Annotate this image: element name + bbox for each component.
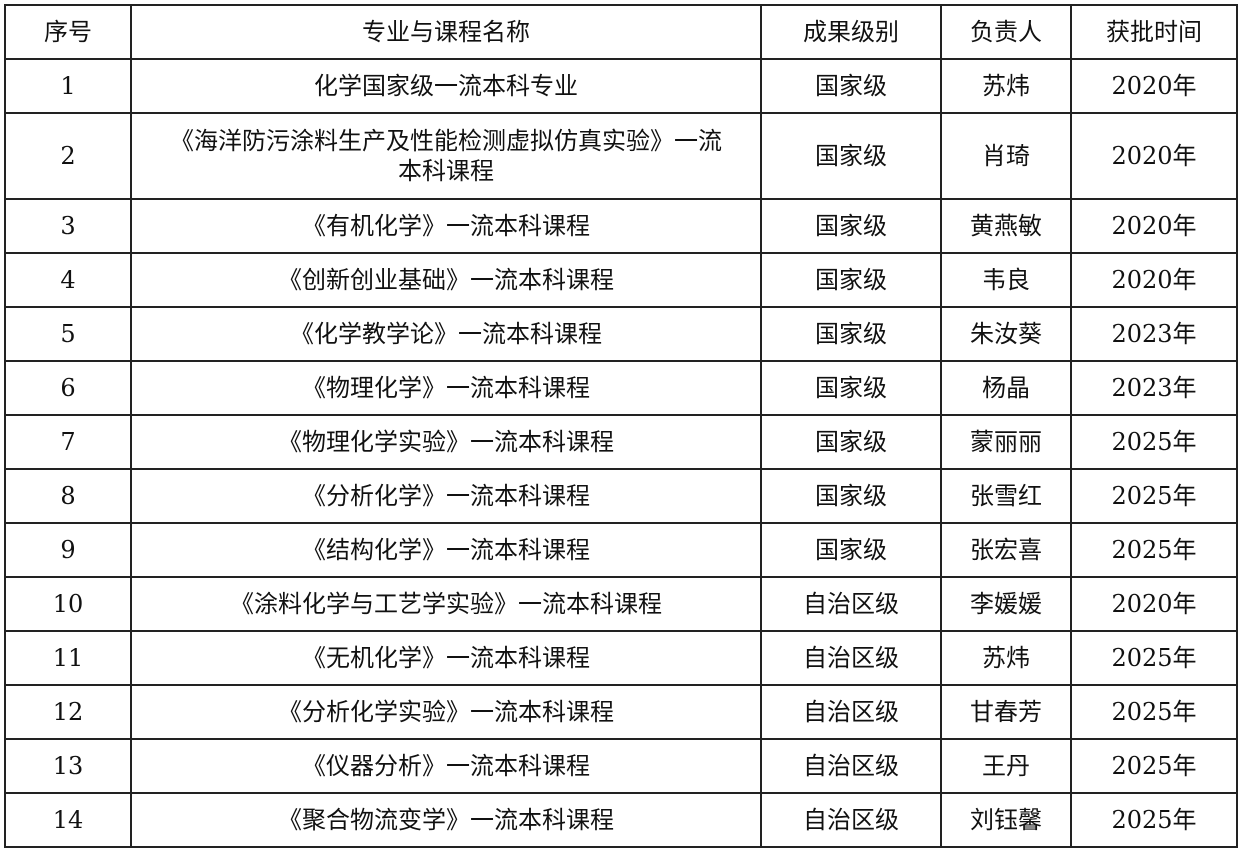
cell-name: 《化学教学论》一流本科课程 xyxy=(130,306,762,362)
cell-no: 3 xyxy=(4,198,132,254)
cell-level: 国家级 xyxy=(760,198,942,254)
cell-no: 6 xyxy=(4,360,132,416)
table-row: 11 《无机化学》一流本科课程 自治区级 苏炜 2025年 xyxy=(4,630,1238,686)
cell-name: 《涂料化学与工艺学实验》一流本科课程 xyxy=(130,576,762,632)
header-leader: 负责人 xyxy=(940,4,1072,60)
cell-level: 国家级 xyxy=(760,58,942,114)
cell-no: 9 xyxy=(4,522,132,578)
cell-year: 2025年 xyxy=(1070,414,1238,470)
cell-name: 《物理化学实验》一流本科课程 xyxy=(130,414,762,470)
cell-leader: 蒙丽丽 xyxy=(940,414,1072,470)
table-row: 10 《涂料化学与工艺学实验》一流本科课程 自治区级 李媛媛 2020年 xyxy=(4,576,1238,632)
cell-leader: 杨晶 xyxy=(940,360,1072,416)
cell-name: 《仪器分析》一流本科课程 xyxy=(130,738,762,794)
cell-year: 2023年 xyxy=(1070,306,1238,362)
cell-year: 2023年 xyxy=(1070,360,1238,416)
cell-year: 2025年 xyxy=(1070,738,1238,794)
header-level: 成果级别 xyxy=(760,4,942,60)
cell-level: 国家级 xyxy=(760,112,942,200)
cell-no: 5 xyxy=(4,306,132,362)
cell-level: 国家级 xyxy=(760,252,942,308)
cell-leader: 张雪红 xyxy=(940,468,1072,524)
cell-name: 《分析化学实验》一流本科课程 xyxy=(130,684,762,740)
table-row: 5 《化学教学论》一流本科课程 国家级 朱汝葵 2023年 xyxy=(4,306,1238,362)
cell-no: 2 xyxy=(4,112,132,200)
cell-leader: 朱汝葵 xyxy=(940,306,1072,362)
header-year: 获批时间 xyxy=(1070,4,1238,60)
cell-year: 2025年 xyxy=(1070,468,1238,524)
table-row: 8 《分析化学》一流本科课程 国家级 张雪红 2025年 xyxy=(4,468,1238,524)
cell-name: 《海洋防污涂料生产及性能检测虚拟仿真实验》一流本科课程 xyxy=(130,112,762,200)
cell-year: 2025年 xyxy=(1070,792,1238,848)
cell-year: 2025年 xyxy=(1070,630,1238,686)
cell-leader: 韦良 xyxy=(940,252,1072,308)
cell-no: 13 xyxy=(4,738,132,794)
cell-level: 国家级 xyxy=(760,468,942,524)
cell-no: 7 xyxy=(4,414,132,470)
cell-name: 《创新创业基础》一流本科课程 xyxy=(130,252,762,308)
header-no: 序号 xyxy=(4,4,132,60)
cell-name: 《无机化学》一流本科课程 xyxy=(130,630,762,686)
cell-level: 自治区级 xyxy=(760,684,942,740)
cell-no: 8 xyxy=(4,468,132,524)
table-row: 9 《结构化学》一流本科课程 国家级 张宏喜 2025年 xyxy=(4,522,1238,578)
cell-year: 2025年 xyxy=(1070,684,1238,740)
cell-name: 化学国家级一流本科专业 xyxy=(130,58,762,114)
cell-level: 自治区级 xyxy=(760,792,942,848)
cell-leader: 张宏喜 xyxy=(940,522,1072,578)
cell-leader: 李媛媛 xyxy=(940,576,1072,632)
cell-no: 1 xyxy=(4,58,132,114)
cell-name: 《聚合物流变学》一流本科课程 xyxy=(130,792,762,848)
cell-name: 《分析化学》一流本科课程 xyxy=(130,468,762,524)
table-row: 6 《物理化学》一流本科课程 国家级 杨晶 2023年 xyxy=(4,360,1238,416)
header-row: 序号 专业与课程名称 成果级别 负责人 获批时间 xyxy=(4,4,1238,60)
cell-leader: 黄燕敏 xyxy=(940,198,1072,254)
cell-leader: 苏炜 xyxy=(940,630,1072,686)
cell-year: 2020年 xyxy=(1070,198,1238,254)
table-row: 2 《海洋防污涂料生产及性能检测虚拟仿真实验》一流本科课程 国家级 肖琦 2020年 xyxy=(4,112,1238,200)
cell-year: 2020年 xyxy=(1070,252,1238,308)
cell-level: 国家级 xyxy=(760,360,942,416)
table-row: 12 《分析化学实验》一流本科课程 自治区级 甘春芳 2025年 xyxy=(4,684,1238,740)
cell-name: 《结构化学》一流本科课程 xyxy=(130,522,762,578)
table-row: 14 《聚合物流变学》一流本科课程 自治区级 刘钰馨 2025年 xyxy=(4,792,1238,848)
cell-leader: 肖琦 xyxy=(940,112,1072,200)
table-row: 7 《物理化学实验》一流本科课程 国家级 蒙丽丽 2025年 xyxy=(4,414,1238,470)
cell-level: 国家级 xyxy=(760,522,942,578)
cell-name: 《有机化学》一流本科课程 xyxy=(130,198,762,254)
cell-leader: 刘钰馨 xyxy=(940,792,1072,848)
table-row: 1 化学国家级一流本科专业 国家级 苏炜 2020年 xyxy=(4,58,1238,114)
cell-no: 12 xyxy=(4,684,132,740)
cell-level: 国家级 xyxy=(760,414,942,470)
table-row: 4 《创新创业基础》一流本科课程 国家级 韦良 2020年 xyxy=(4,252,1238,308)
cell-no: 4 xyxy=(4,252,132,308)
cell-no: 10 xyxy=(4,576,132,632)
cell-leader: 王丹 xyxy=(940,738,1072,794)
cell-leader: 苏炜 xyxy=(940,58,1072,114)
header-name: 专业与课程名称 xyxy=(130,4,762,60)
cell-level: 自治区级 xyxy=(760,576,942,632)
achievements-table: 序号 专业与课程名称 成果级别 负责人 获批时间 1 化学国家级一流本科专业 国家级… xyxy=(4,4,1238,848)
cell-year: 2020年 xyxy=(1070,576,1238,632)
table-row: 3 《有机化学》一流本科课程 国家级 黄燕敏 2020年 xyxy=(4,198,1238,254)
cell-no: 14 xyxy=(4,792,132,848)
cell-level: 自治区级 xyxy=(760,630,942,686)
cell-leader: 甘春芳 xyxy=(940,684,1072,740)
cell-year: 2020年 xyxy=(1070,112,1238,200)
cell-year: 2020年 xyxy=(1070,58,1238,114)
cell-no: 11 xyxy=(4,630,132,686)
cell-year: 2025年 xyxy=(1070,522,1238,578)
cell-level: 自治区级 xyxy=(760,738,942,794)
cell-name: 《物理化学》一流本科课程 xyxy=(130,360,762,416)
cell-level: 国家级 xyxy=(760,306,942,362)
table-row: 13 《仪器分析》一流本科课程 自治区级 王丹 2025年 xyxy=(4,738,1238,794)
